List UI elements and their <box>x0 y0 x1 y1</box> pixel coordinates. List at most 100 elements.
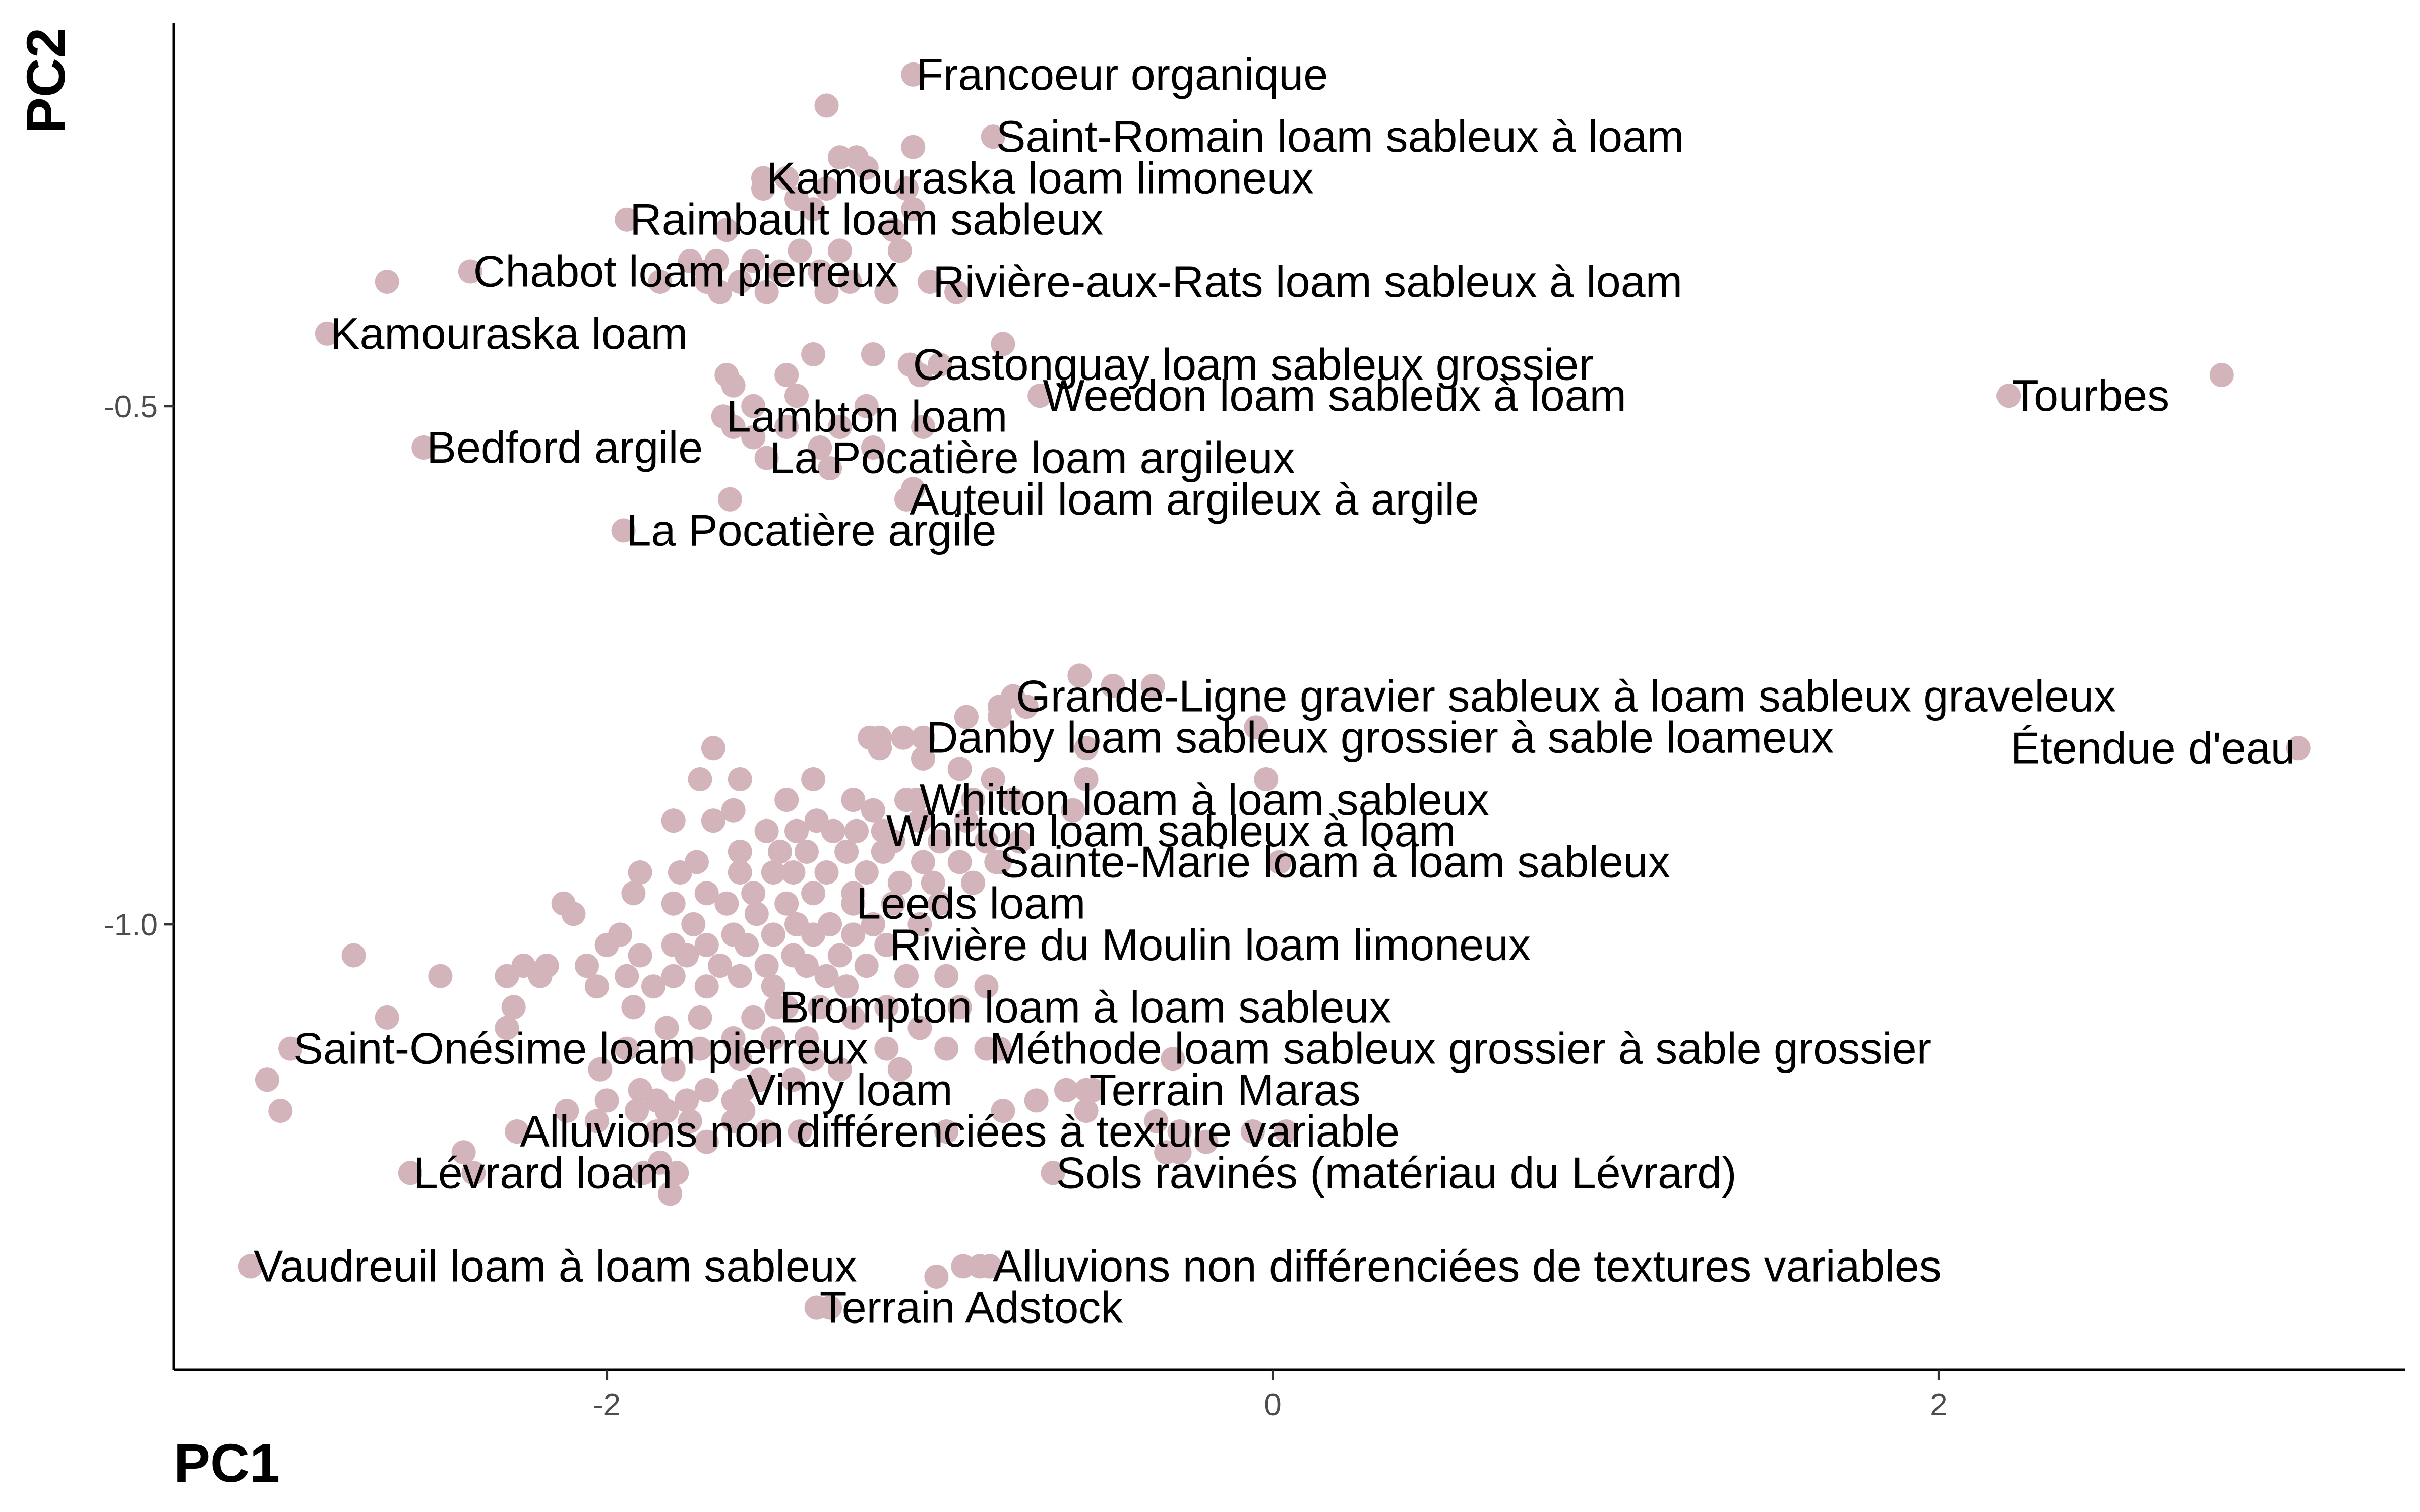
scatter-point <box>854 155 879 180</box>
scatter-point <box>841 1005 866 1030</box>
scatter-point <box>928 891 952 916</box>
labeled-point <box>901 62 926 87</box>
point-label: Saint-Romain loam sableux à loam <box>996 111 1684 161</box>
scatter-point <box>788 238 812 263</box>
labeled-point <box>731 1078 756 1102</box>
scatter-point <box>794 839 819 864</box>
point-label: Méthode loam sableux grossier à sable gr… <box>990 1024 1932 1074</box>
scatter-point <box>451 1140 476 1165</box>
labeled-point <box>804 1295 829 1320</box>
point-label: Saint-Onésime loam pierreux <box>293 1024 868 1074</box>
scatter-point <box>615 964 639 988</box>
x-axis-title: PC1 <box>174 1432 280 1493</box>
scatter-point <box>834 974 859 999</box>
scatter-point <box>728 270 752 294</box>
scatter-point <box>741 425 766 450</box>
labeled-point <box>1996 384 2021 408</box>
scatter-point <box>1074 736 1099 761</box>
point-label: La Pocatière loam argileux <box>770 433 1295 483</box>
scatter-point <box>501 995 526 1020</box>
scatter-point <box>717 487 742 512</box>
scatter-point <box>741 1005 766 1030</box>
scatter-point <box>861 912 885 936</box>
scatter-point <box>701 736 725 761</box>
labeled-point <box>1027 384 1052 408</box>
scatter-point <box>688 1036 712 1061</box>
scatter-point <box>844 818 869 843</box>
scatter-point <box>594 1088 619 1113</box>
point-label: Alluvions non différenciées de textures … <box>993 1241 1942 1291</box>
y-tick-label: -1.0 <box>104 908 158 942</box>
scatter-point <box>694 1129 719 1154</box>
scatter-point <box>784 384 809 408</box>
scatter-point <box>1074 767 1099 791</box>
labeled-point <box>841 891 866 916</box>
scatter-point <box>714 891 739 916</box>
scatter-point <box>881 891 905 916</box>
scatter-point <box>814 176 839 201</box>
scatter-point <box>654 1016 679 1040</box>
scatter-point <box>714 363 739 388</box>
scatter-point <box>761 974 785 999</box>
point-label: Auteuil loam argileux à argile <box>910 474 1479 524</box>
scatter-point <box>728 964 752 988</box>
labeled-point <box>398 1161 422 1185</box>
scatter-point <box>801 1047 826 1072</box>
scatter-point <box>754 954 779 978</box>
scatter-point <box>901 135 926 159</box>
scatter-point <box>981 767 1005 791</box>
scatter-point <box>641 974 666 999</box>
point-label: La Pocatière argile <box>627 506 997 555</box>
scatter-point <box>1274 1119 1298 1144</box>
scatter-point <box>827 145 852 170</box>
scatter-point <box>1254 767 1279 791</box>
scatter-point <box>621 995 646 1020</box>
scatter-point <box>774 891 799 916</box>
scatter-point <box>818 456 842 481</box>
scatter-point <box>827 414 852 439</box>
scatter-point <box>741 394 766 418</box>
scatter-point <box>675 1088 699 1113</box>
scatter-point <box>991 332 1015 356</box>
point-label: Rivière-aux-Rats loam sableux à loam <box>933 257 1682 306</box>
labeled-point <box>904 788 929 812</box>
scatter-point <box>625 1099 649 1123</box>
scatter-point <box>648 270 673 294</box>
scatter-point <box>678 1109 702 1133</box>
labeled-point <box>238 1254 263 1279</box>
scatter-point <box>708 954 733 978</box>
scatter-point <box>721 1026 746 1050</box>
labeled-point <box>505 1119 529 1144</box>
scatter-point <box>854 394 879 418</box>
scatter-point <box>908 808 932 833</box>
scatter-point <box>714 218 739 242</box>
labeled-point <box>764 995 789 1020</box>
scatter-point <box>1024 1088 1049 1113</box>
scatter-point <box>887 870 912 895</box>
scatter-point <box>774 414 799 439</box>
scatter-point <box>808 259 832 284</box>
point-label: Brompton loam à loam sableux <box>779 982 1391 1032</box>
scatter-point <box>721 798 746 823</box>
scatter-point <box>891 725 916 750</box>
scatter-point <box>908 912 932 936</box>
labeled-point <box>874 933 899 957</box>
scatter-point <box>375 270 399 294</box>
scatter-point <box>584 1109 609 1133</box>
scatter-point <box>1007 829 1032 854</box>
scatter-point <box>861 435 885 460</box>
scatter-point <box>961 870 986 895</box>
labels-layer: Francoeur organique Saint-Romain loam sab… <box>254 49 2295 1333</box>
scatter-point <box>911 746 935 771</box>
scatter-point <box>837 270 862 294</box>
scatter-point <box>631 1161 656 1185</box>
scatter-point <box>644 1119 669 1144</box>
scatter-point <box>428 964 453 988</box>
scatter-point <box>694 881 719 906</box>
scatter-point <box>841 788 866 812</box>
scatter-point <box>861 798 885 823</box>
scatter-point <box>934 964 959 988</box>
scatter-point <box>974 829 999 854</box>
scatter-point <box>954 808 979 833</box>
scatter-point <box>664 1161 689 1185</box>
